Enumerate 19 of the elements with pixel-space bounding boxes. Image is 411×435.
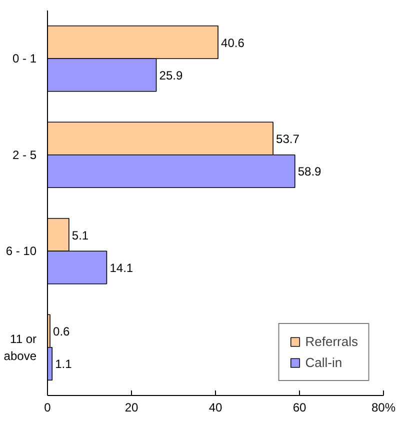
x-tick-label: 0 [44, 400, 52, 414]
data-label: 0.6 [53, 324, 70, 339]
x-tick-label: 20 [124, 400, 138, 414]
x-tick-label: 80% [371, 400, 396, 414]
x-tick-label: 60 [292, 400, 306, 414]
y-tick-label: 2 - 5 [12, 148, 37, 162]
y-tick-label: 11 or above [4, 332, 37, 363]
x-tick-label: 40 [208, 400, 222, 414]
data-label: 5.1 [72, 228, 89, 242]
legend-label: Referrals [305, 334, 358, 349]
data-label: 14.1 [110, 260, 134, 275]
data-label: 1.1 [55, 357, 72, 372]
data-label: 40.6 [221, 36, 245, 50]
data-label: 53.7 [276, 132, 300, 146]
data-label: 58.9 [298, 164, 322, 179]
data-label: 25.9 [159, 68, 183, 82]
y-tick-label: 6 - 10 [6, 244, 37, 258]
y-tick-label: 0 - 1 [12, 52, 37, 66]
legend-label: Call-in [305, 355, 342, 370]
